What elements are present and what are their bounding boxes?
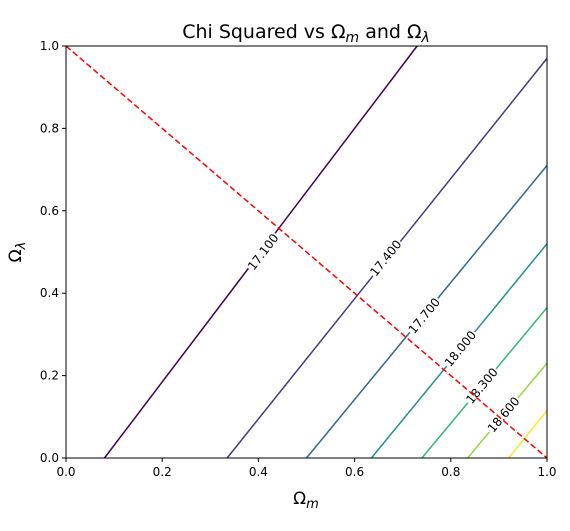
contour-segment <box>274 45 418 234</box>
x-tick-label: 0.4 <box>249 465 268 479</box>
contour-label: 18.300 <box>463 365 501 406</box>
contour-label: 17.700 <box>406 295 443 336</box>
chart-title: Chi Squared vs Ωm and Ωλ <box>182 21 430 46</box>
contour-17.100: 17.100 <box>103 45 418 459</box>
contour-segment <box>399 57 548 243</box>
contour-segment <box>370 365 448 459</box>
x-tick-label: 0.8 <box>441 465 460 479</box>
plot-frame <box>65 45 548 459</box>
y-tick-label: 0.4 <box>40 286 59 300</box>
contour-segment <box>103 267 249 459</box>
contour-18.000: 18.000 <box>370 243 548 459</box>
x-axis-label: Ωm <box>293 489 319 512</box>
contour-unlabeled <box>507 410 548 459</box>
contour-segment <box>517 362 548 399</box>
y-tick-label: 1.0 <box>40 39 59 53</box>
y-tick-label: 0.0 <box>40 451 59 465</box>
x-axis-ticks: 0.0 0.2 0.4 0.6 0.8 1.0 <box>56 458 557 479</box>
contour-segment <box>437 165 548 299</box>
reference-line <box>65 45 548 459</box>
contour-label: 18.600 <box>485 394 523 435</box>
contour-segment <box>467 431 491 459</box>
contour-segment <box>507 410 548 459</box>
contour-segment <box>495 307 548 370</box>
x-tick-label: 0.2 <box>153 465 172 479</box>
contour-label: 17.400 <box>367 237 404 279</box>
contour-segment <box>421 402 469 459</box>
contour-segment <box>226 275 374 459</box>
y-tick-label: 0.8 <box>40 121 59 135</box>
contour-label: 17.100 <box>245 231 282 273</box>
x-tick-label: 1.0 <box>537 465 556 479</box>
contour-18.300: 18.300 <box>421 307 548 459</box>
contour-segment <box>305 331 411 459</box>
contour-17.400: 17.400 <box>226 57 548 459</box>
y-axis-label: Ωλ <box>6 242 29 263</box>
x-tick-label: 0.0 <box>56 465 75 479</box>
contour-segment <box>474 243 548 333</box>
contour-label: 18.000 <box>442 328 479 369</box>
y-tick-label: 0.2 <box>40 369 59 383</box>
y-axis-ticks: 0.0 0.2 0.4 0.6 0.8 1.0 <box>40 39 66 465</box>
x-tick-label: 0.6 <box>345 465 364 479</box>
y-tick-label: 0.6 <box>40 204 59 218</box>
